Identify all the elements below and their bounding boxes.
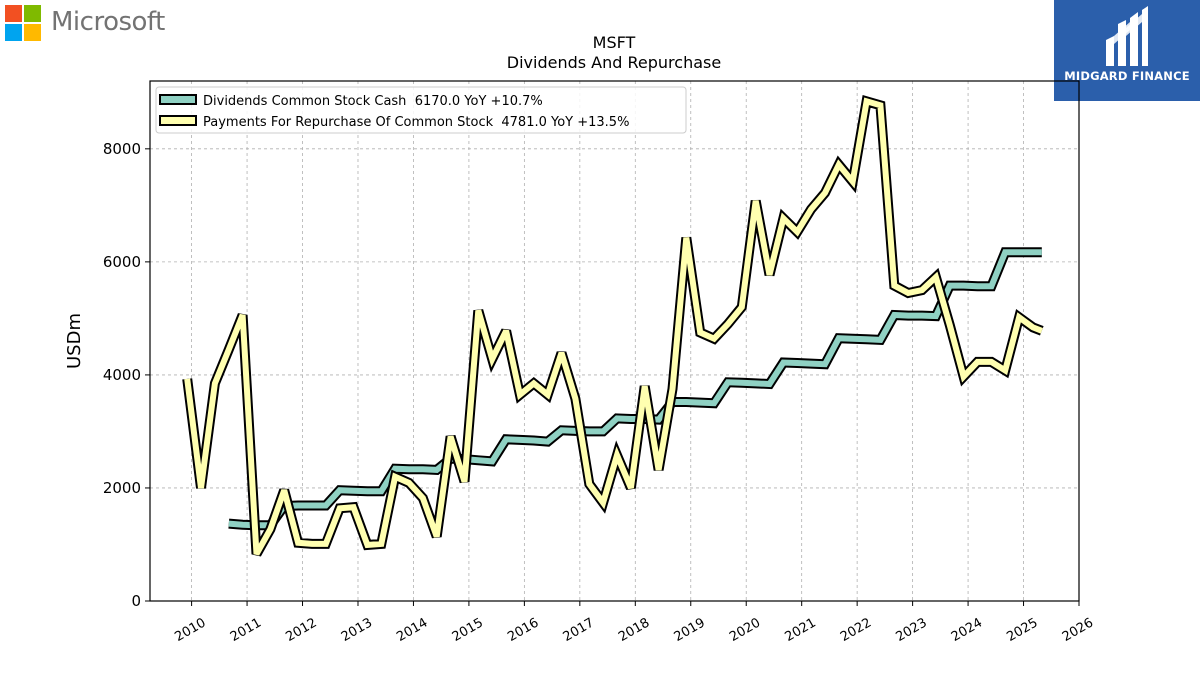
x-tick-label-2011: 2011 — [228, 615, 264, 645]
microsoft-logo-green-square — [24, 5, 41, 22]
chart-subtitle: Dividends And Repurchase — [507, 53, 721, 72]
x-tick-label-2013: 2013 — [339, 615, 375, 645]
legend-box — [155, 86, 687, 134]
legend-label-repurchase: Payments For Repurchase Of Common Stock … — [203, 115, 629, 130]
y-tick-label-4000: 4000 — [103, 366, 141, 384]
legend-swatch-dividends — [159, 94, 197, 105]
series-lines — [182, 94, 1044, 557]
x-tick-label-2018: 2018 — [616, 615, 652, 645]
x-axis: 2010 2011 2012 2013 2014 2015 2016 2017 2018 2019… — [172, 601, 1096, 645]
y-tick-label-0: 0 — [131, 592, 141, 610]
series-outline-1 — [182, 94, 1044, 557]
x-tick-label-2010: 2010 — [172, 615, 208, 645]
legend: Dividends Common Stock Cash 6170.0 YoY +… — [155, 86, 687, 134]
microsoft-logo-red-square — [5, 5, 22, 22]
microsoft-logo-yellow-square — [24, 24, 41, 41]
y-axis: 0 2000 4000 6000 8000 — [103, 140, 150, 610]
x-tick-label-2026: 2026 — [1060, 615, 1096, 645]
x-tick-label-2025: 2025 — [1004, 615, 1040, 645]
legend-swatch-repurchase — [159, 115, 197, 126]
y-tick-label-8000: 8000 — [103, 140, 141, 158]
x-tick-label-2015: 2015 — [450, 615, 486, 645]
x-tick-label-2023: 2023 — [893, 615, 929, 645]
x-tick-label-2021: 2021 — [783, 615, 819, 645]
y-tick-label-2000: 2000 — [103, 479, 141, 497]
y-axis-label: USDm — [64, 313, 85, 369]
x-tick-label-2012: 2012 — [283, 615, 319, 645]
x-tick-label-2016: 2016 — [505, 615, 541, 645]
x-tick-label-2024: 2024 — [949, 615, 985, 645]
microsoft-logo-blue-square — [5, 24, 22, 41]
series-line-1 — [184, 97, 1043, 556]
midgard-finance-logo: MIDGARD FINANCE — [1054, 0, 1200, 101]
x-tick-label-2022: 2022 — [838, 615, 874, 645]
microsoft-logo-wordmark: Microsoft — [51, 7, 165, 37]
x-tick-label-2014: 2014 — [394, 615, 430, 645]
midgard-m-monogram-icon — [1106, 6, 1148, 66]
chart-title: MSFT — [593, 33, 636, 52]
legend-label-dividends: Dividends Common Stock Cash 6170.0 YoY +… — [203, 94, 543, 109]
plot-frame — [149, 80, 1080, 602]
x-tick-label-2019: 2019 — [672, 615, 708, 645]
microsoft-logo: Microsoft — [5, 5, 195, 45]
x-tick-label-2020: 2020 — [727, 615, 763, 645]
midgard-finance-wordmark: MIDGARD FINANCE — [1064, 69, 1190, 83]
x-tick-label-2017: 2017 — [561, 615, 597, 645]
y-tick-label-6000: 6000 — [103, 253, 141, 271]
